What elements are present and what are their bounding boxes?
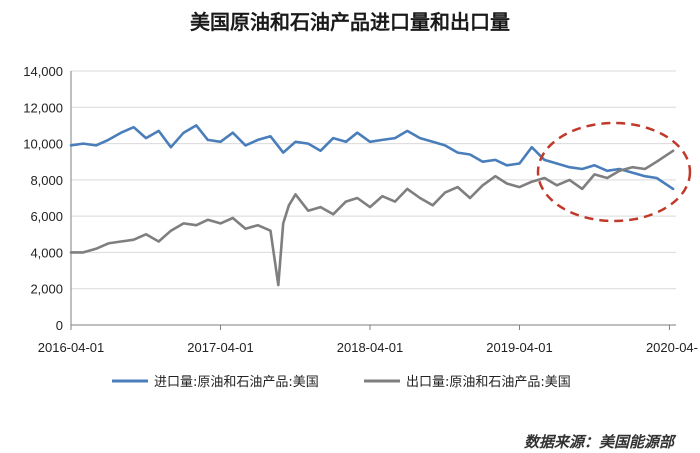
y-tick-label: 8,000 xyxy=(30,173,63,188)
source-note: 数据来源：美国能源部 xyxy=(523,433,674,451)
x-tick-label: 2016-04-01 xyxy=(38,340,105,355)
y-tick-label: 2,000 xyxy=(30,282,63,297)
legend-label: 进口量:原油和石油产品:美国 xyxy=(154,375,319,390)
x-tick-label: 2020-04- xyxy=(646,340,698,355)
y-tick-label: 10,000 xyxy=(23,137,63,152)
x-tick-label: 2018-04-01 xyxy=(337,340,404,355)
chart-title: 美国原油和石油产品进口量和出口量 xyxy=(190,10,510,34)
x-tick-label: 2019-04-01 xyxy=(486,340,553,355)
y-tick-label: 12,000 xyxy=(23,100,63,115)
legend: 进口量:原油和石油产品:美国 出口量:原油和石油产品:美国 xyxy=(112,375,571,390)
x-tick-label: 2017-04-01 xyxy=(187,340,254,355)
series-lines xyxy=(69,124,675,287)
y-tick-label: 14,000 xyxy=(23,64,63,79)
y-tick-label: 4,000 xyxy=(30,245,63,260)
y-tick-label: 6,000 xyxy=(30,209,63,224)
grid-lines xyxy=(71,70,676,290)
y-tick-label: 0 xyxy=(56,318,63,333)
legend-label: 出口量:原油和石油产品:美国 xyxy=(406,375,571,390)
imports-series-line xyxy=(69,124,675,191)
exports-series-line xyxy=(69,149,675,287)
highlight-ellipse xyxy=(536,121,692,223)
axes: 0 2,000 4,000 6,000 8,000 10,000 12,000 14,000 2… xyxy=(23,64,698,355)
